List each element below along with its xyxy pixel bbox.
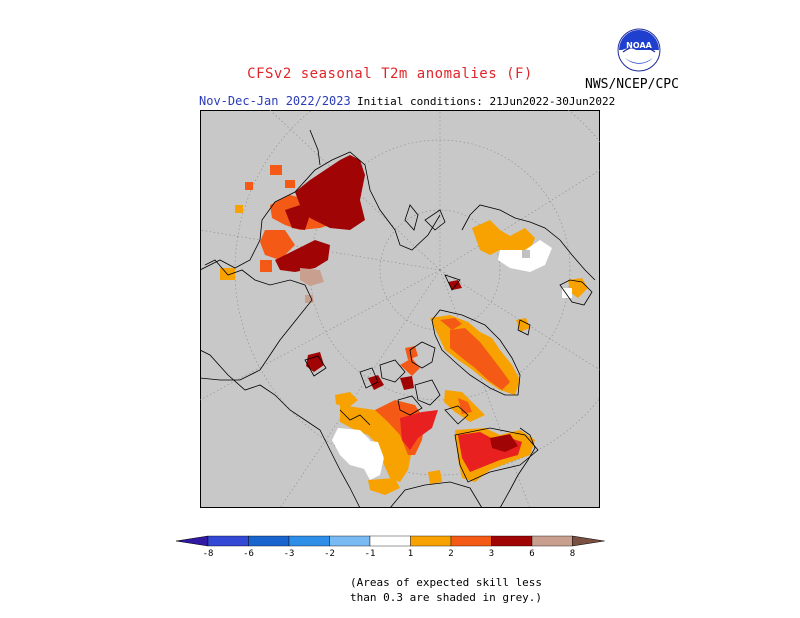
forecast-period: Nov-Dec-Jan 2022/2023 — [199, 94, 351, 108]
siberia-anomalies — [220, 155, 365, 303]
europe-anomalies — [448, 220, 588, 332]
legend-tick-label: -2 — [324, 549, 335, 559]
legend-swatch — [491, 535, 533, 547]
noaa-logo: NOAA — [617, 28, 661, 72]
legend-tick-label: 6 — [529, 549, 534, 559]
legend-swatch — [207, 535, 249, 547]
initial-conditions: Initial conditions: 21Jun2022-30Jun2022 — [357, 95, 616, 108]
legend-swatch — [288, 535, 330, 547]
skill-note-line-1: (Areas of expected skill less — [350, 576, 543, 589]
legend-swatch — [410, 535, 452, 547]
legend-tick-label: 8 — [570, 549, 575, 559]
canada-greenland-anomalies — [430, 315, 535, 482]
logo-text: NOAA — [626, 41, 652, 50]
legend-tick-label: -1 — [365, 549, 376, 559]
legend-swatch — [369, 535, 411, 547]
legend-tick-label: 2 — [448, 549, 453, 559]
legend-tick-label: -6 — [243, 549, 254, 559]
legend-arrow-right — [572, 535, 605, 547]
legend-swatch — [450, 535, 492, 547]
legend-colorbar: -8 -6 -3 -2 -1 1 2 3 6 8 — [175, 535, 605, 559]
legend-tick-label: 1 — [408, 549, 413, 559]
skill-note-line-2: than 0.3 are shaded in grey.) — [350, 591, 543, 604]
legend-swatch — [248, 535, 290, 547]
legend-arrow-left — [175, 535, 209, 547]
legend-swatch — [329, 535, 371, 547]
legend-tick-label: -8 — [203, 549, 214, 559]
agency-label: NWS/NCEP/CPC — [585, 77, 679, 92]
legend-tick-label: 3 — [489, 549, 494, 559]
legend-tick-label: -3 — [284, 549, 295, 559]
map-title: CFSv2 seasonal T2m anomalies (F) — [247, 66, 533, 82]
coastlines — [200, 129, 596, 508]
legend-swatch — [531, 535, 573, 547]
polar-anomaly-map — [200, 110, 600, 508]
